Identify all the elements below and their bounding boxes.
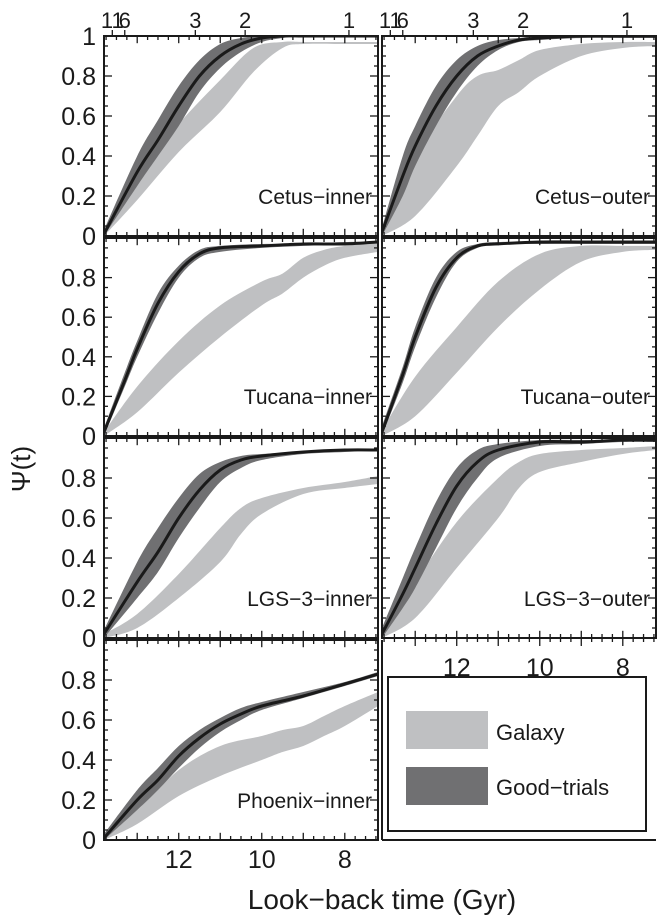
- panel-label: Cetus−inner: [258, 186, 372, 209]
- good-trials-median-line: [382, 438, 656, 635]
- y-tick-label: 1: [82, 23, 96, 51]
- legend-swatch-galaxy: [406, 711, 488, 749]
- panel-plot-area: [382, 438, 656, 638]
- y-axis-label: Ψ(t): [6, 446, 36, 492]
- y-tick-label: 0.2: [61, 183, 96, 211]
- panel-label: Phoenix−inner: [237, 790, 372, 813]
- y-tick-label: 0.4: [61, 143, 96, 171]
- y-tick-label: 0.4: [61, 545, 96, 573]
- panel-plot-area: [104, 448, 378, 638]
- panel-label: LGS−3−outer: [524, 588, 650, 611]
- x-tick-label: 12: [165, 846, 193, 874]
- y-tick-label: 0: [82, 223, 96, 251]
- y-tick-label: 0.2: [61, 585, 96, 613]
- y-tick-label: 0.8: [61, 265, 96, 293]
- panel-frame: [103, 237, 379, 437]
- top-tick-label: 11: [379, 8, 402, 33]
- top-tick-label: 6: [119, 8, 131, 33]
- panel-lgs-3-inner: LGS−3−inner 0 0.2 0.4 0.6 0.8: [61, 437, 378, 653]
- good-trials-band: [104, 449, 378, 638]
- top-tick-label: 3: [467, 8, 479, 33]
- y-tick-label: 0: [82, 827, 96, 855]
- galaxy-band: [104, 241, 378, 436]
- y-tick-label: 0.8: [61, 667, 96, 695]
- galaxy-band: [382, 41, 656, 236]
- good-trials-median-line: [382, 240, 656, 433]
- top-tick-label: 2: [517, 8, 529, 33]
- y-tick-label: 0.4: [61, 747, 96, 775]
- legend-frame: [387, 676, 647, 832]
- x-tick-label: 10: [248, 846, 276, 874]
- panel-cetus-outer: Cetus−outer 116 3 2 1: [379, 8, 656, 237]
- panel-frame: [103, 639, 379, 841]
- panel-plot-area: [382, 36, 656, 236]
- panel-tucana-outer: Tucana−outer: [382, 237, 656, 437]
- panel-label: Cetus−outer: [535, 186, 650, 209]
- y-tick-label: 0: [82, 625, 96, 653]
- y-tick-label: 0.6: [61, 304, 96, 332]
- x-axis-label: Look−back time (Gyr): [248, 884, 516, 915]
- panel-frame: [103, 35, 379, 237]
- panel-label: Tucana−outer: [521, 386, 650, 409]
- legend-label-galaxy: Galaxy: [496, 720, 564, 745]
- panel-frame: [381, 35, 657, 237]
- y-tick-label: 0.6: [61, 103, 96, 131]
- galaxy-band: [382, 446, 656, 638]
- good-trials-median-line: [104, 448, 378, 635]
- y-tick-label: 0.6: [61, 505, 96, 533]
- y-tick-label: 0.2: [61, 383, 96, 411]
- good-trials-band: [382, 439, 656, 638]
- galaxy-band: [104, 476, 378, 638]
- good-trials-median-line: [382, 36, 656, 233]
- legend-swatch-good-trials: [406, 767, 488, 805]
- galaxy-band: [382, 245, 656, 436]
- y-tick-label: 0: [82, 423, 96, 451]
- top-tick-label: 3: [189, 8, 201, 33]
- panel-tucana-inner: Tucana−inner 0 0.2 0.4 0.6 0.8: [61, 237, 378, 451]
- panel-plot-area: [104, 240, 378, 436]
- galaxy-band: [104, 692, 378, 840]
- top-tick-label: 2: [239, 8, 251, 33]
- panel-plot-area: [104, 672, 378, 840]
- y-tick-label: 0.8: [61, 63, 96, 91]
- y-tick-label: 0.4: [61, 344, 96, 372]
- panel-frame: [103, 437, 379, 639]
- good-trials-median-line: [104, 240, 378, 433]
- y-tick-label: 0.8: [61, 465, 96, 493]
- panel-plot-area: [104, 36, 378, 236]
- good-trials-median-line: [104, 672, 378, 839]
- panel-frame: [381, 237, 657, 437]
- galaxy-band: [104, 41, 378, 236]
- top-tick-label: 1: [343, 8, 355, 33]
- x-tick-label: 8: [338, 846, 352, 874]
- y-tick-label: 0.2: [61, 787, 96, 815]
- top-tick-label: 1: [621, 8, 633, 33]
- panel-label: LGS−3−inner: [247, 588, 372, 611]
- legend: Galaxy Good−trials: [387, 676, 647, 832]
- x-tick-label: 8: [616, 654, 630, 682]
- panel-label: Tucana−inner: [244, 386, 372, 409]
- legend-label-good-trials: Good−trials: [496, 775, 609, 800]
- top-tick-label: 11: [101, 8, 124, 33]
- top-tick-label: 6: [397, 8, 409, 33]
- good-trials-median-line: [104, 36, 378, 235]
- y-tick-label: 0.6: [61, 707, 96, 735]
- panel-plot-area: [382, 240, 656, 436]
- panel-lgs-3-outer: LGS−3−outer: [382, 437, 656, 639]
- panel-phoenix-inner: Phoenix−inner 0 0.2 0.4 0.6 0.8 12 10 8: [61, 639, 378, 874]
